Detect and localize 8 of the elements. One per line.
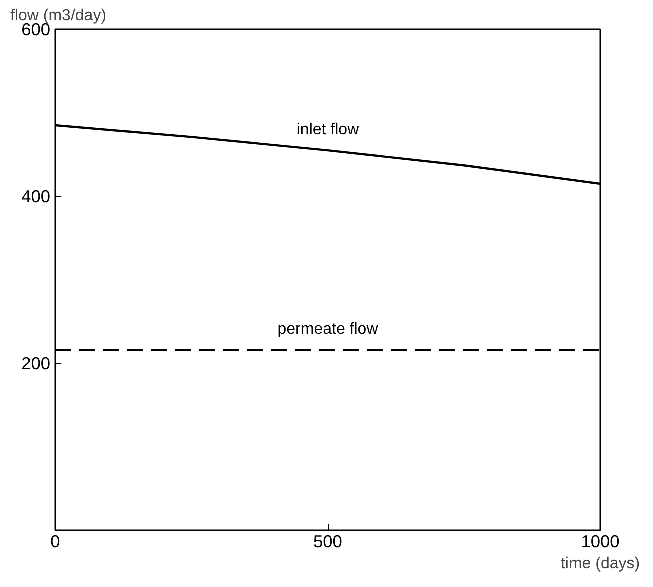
y-tick-label: 200 [22,354,51,374]
x-tick-label: 500 [314,532,342,552]
series-label: inlet flow [296,122,360,139]
y-tick-label: 400 [22,186,51,206]
x-axis-title: time (days) [560,556,640,572]
x-tick-label: 0 [50,532,60,552]
series-label: permeate flow [278,321,379,338]
x-tick-label: 1000 [581,532,620,552]
